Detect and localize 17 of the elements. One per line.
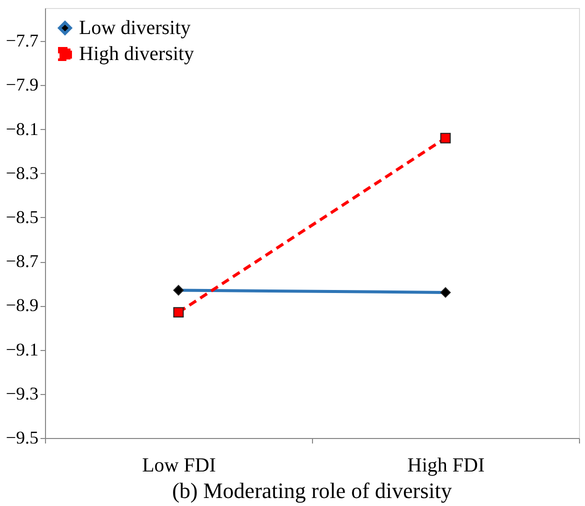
point (173, 307, 184, 318)
y-tick-label: −9.1 (6, 339, 38, 360)
y-tick-label: −8.3 (6, 162, 38, 183)
point (440, 132, 451, 144)
y-tick-label: −8.5 (6, 206, 38, 227)
y-tick-label: −7.7 (6, 30, 38, 51)
legend-label: High diversity (79, 43, 194, 65)
x-tick-label: Low FDI (142, 454, 216, 476)
y-tick-label: −9.3 (6, 383, 38, 404)
text: (b) Moderating role of diversity (172, 478, 452, 503)
x-tick-label: High FDI (407, 454, 485, 476)
y-tick-label: −8.1 (6, 118, 38, 139)
y-tick-label: −8.7 (6, 251, 38, 272)
y-tick-label: −7.9 (6, 74, 38, 95)
legend-label: Low diversity (79, 17, 191, 39)
y-tick-label: −8.9 (6, 295, 38, 316)
y-tick-label: −9.5 (6, 428, 38, 448)
